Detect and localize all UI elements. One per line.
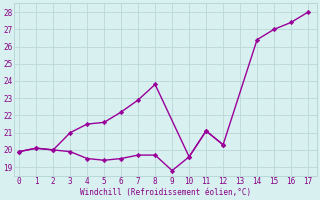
X-axis label: Windchill (Refroidissement éolien,°C): Windchill (Refroidissement éolien,°C) — [80, 188, 251, 197]
